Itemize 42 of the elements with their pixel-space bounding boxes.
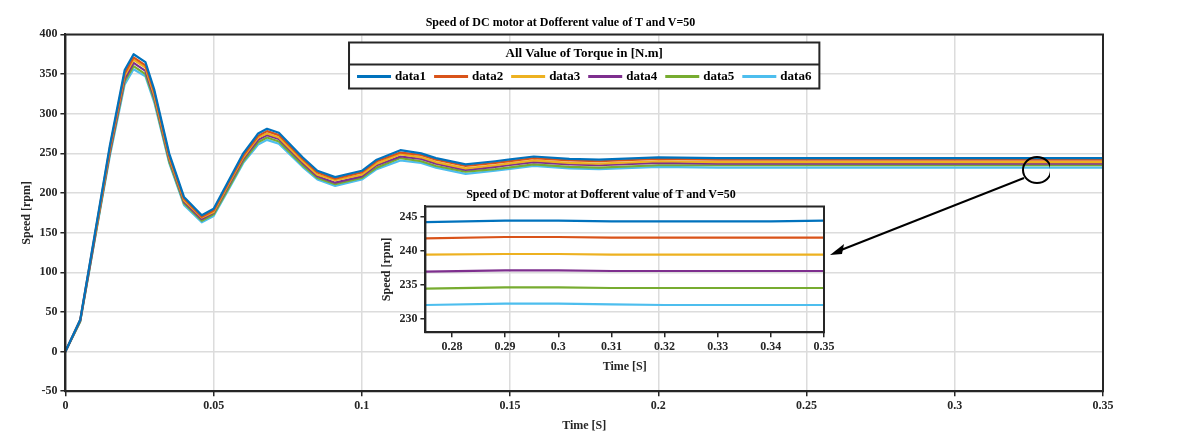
y-tick-label: 240 (399, 242, 418, 257)
x-tick-label: 0.15 (499, 398, 521, 413)
chart-title: Speed of DC motor at Dofferent value of T and V=50 (425, 15, 696, 30)
x-tick-label: 0.25 (796, 398, 818, 413)
y-axis-title: Speed [rpm] (19, 180, 34, 245)
y-tick-label: 50 (45, 304, 58, 318)
legend-title: All Value of Torque in [N.m] (505, 44, 663, 60)
x-tick-label: 0.29 (494, 339, 516, 354)
y-tick-label: 200 (39, 185, 58, 200)
x-tick-label: 0.28 (441, 339, 463, 354)
y-tick-label: 400 (39, 26, 58, 41)
y-tick-label: 235 (399, 276, 418, 291)
y-tick-label: 150 (39, 224, 58, 239)
x-tick-label: 0.32 (654, 339, 676, 354)
x-tick-label: 0.33 (707, 339, 729, 354)
legend-label: data5 (703, 67, 735, 83)
x-tick-label: 0.3 (550, 339, 566, 354)
chart-title: Speed of DC motor at Dofferent value of T and V=50 (466, 187, 736, 202)
y-tick-label: 300 (39, 105, 58, 120)
y-tick-label: 245 (399, 208, 418, 223)
x-tick-label: 0.31 (600, 339, 622, 354)
x-tick-label: 0 (62, 398, 69, 413)
x-tick-label: 0.34 (760, 339, 782, 354)
y-tick-label: 350 (39, 66, 58, 81)
x-tick-label: 0.35 (1092, 398, 1114, 413)
x-tick-label: 0.05 (203, 398, 225, 413)
y-tick-label: 250 (39, 145, 58, 160)
x-tick-label: 0.3 (947, 398, 963, 413)
x-axis-title: Time [S] (602, 358, 647, 373)
y-tick-label: 230 (399, 310, 418, 325)
legend-label: data1 (395, 67, 427, 83)
legend-label: data3 (549, 67, 581, 83)
legend-label: data6 (780, 67, 812, 83)
x-tick-label: 0.2 (650, 398, 666, 413)
legend-label: data4 (626, 67, 658, 83)
x-tick-label: 0.1 (354, 398, 370, 413)
x-tick-label: 0.35 (813, 339, 835, 354)
y-tick-label: -50 (41, 383, 58, 398)
x-axis-title: Time [S] (562, 417, 607, 432)
y-axis-title: Speed [rpm] (379, 237, 394, 302)
y-tick-label: 100 (39, 264, 58, 279)
legend-label: data2 (472, 67, 504, 83)
